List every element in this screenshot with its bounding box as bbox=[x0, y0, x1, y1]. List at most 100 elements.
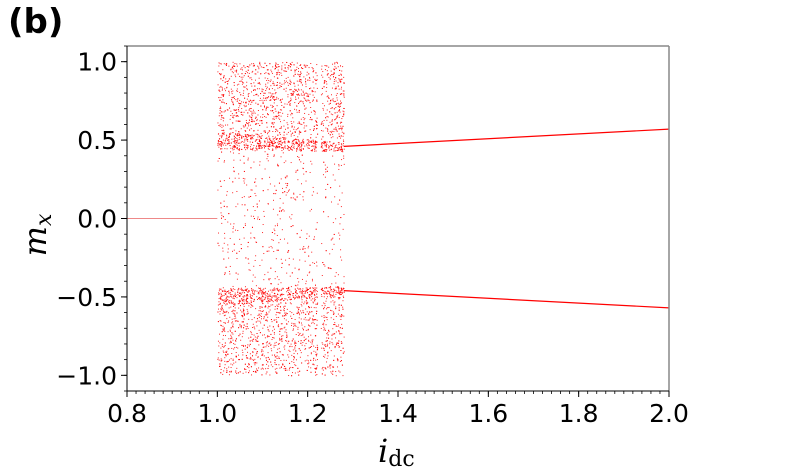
scatter-point bbox=[270, 304, 272, 306]
scatter-point bbox=[298, 321, 300, 323]
scatter-point bbox=[261, 135, 263, 137]
scatter-point bbox=[271, 291, 273, 293]
scatter-point bbox=[251, 339, 253, 341]
scatter-point bbox=[339, 346, 341, 348]
scatter-point bbox=[242, 351, 244, 353]
scatter-point bbox=[236, 367, 238, 369]
scatter-point bbox=[248, 122, 250, 124]
scatter-point bbox=[220, 63, 222, 65]
scatter-point bbox=[341, 70, 343, 72]
scatter-point bbox=[297, 93, 299, 95]
scatter-point bbox=[218, 345, 220, 347]
scatter-point bbox=[325, 300, 327, 302]
scatter-point bbox=[311, 142, 313, 144]
scatter-point bbox=[236, 88, 238, 90]
scatter-point bbox=[245, 290, 247, 292]
scatter-point bbox=[284, 138, 286, 140]
scatter-point bbox=[308, 113, 310, 115]
scatter-point bbox=[284, 315, 286, 317]
scatter-point bbox=[303, 246, 305, 248]
scatter-point bbox=[263, 99, 265, 101]
scatter-point bbox=[291, 113, 293, 115]
scatter-point bbox=[230, 336, 232, 338]
scatter-point bbox=[258, 292, 260, 294]
scatter-point bbox=[242, 330, 244, 332]
scatter-point bbox=[314, 294, 316, 296]
scatter-point bbox=[310, 137, 312, 139]
scatter-point bbox=[295, 170, 297, 172]
scatter-point bbox=[309, 264, 311, 266]
scatter-point bbox=[340, 88, 342, 90]
scatter-point bbox=[271, 106, 273, 108]
scatter-point bbox=[232, 149, 234, 151]
scatter-point bbox=[300, 322, 302, 324]
scatter-point bbox=[331, 119, 333, 121]
x-tick-label: 1.6 bbox=[468, 399, 508, 428]
scatter-point bbox=[238, 134, 240, 136]
scatter-point bbox=[250, 120, 252, 122]
scatter-point bbox=[229, 329, 231, 331]
scatter-point bbox=[259, 332, 261, 334]
scatter-point bbox=[330, 317, 332, 319]
scatter-point bbox=[324, 65, 326, 67]
scatter-point bbox=[323, 296, 325, 298]
scatter-point bbox=[325, 368, 327, 370]
scatter-point bbox=[250, 358, 252, 360]
scatter-point bbox=[237, 134, 239, 136]
scatter-point bbox=[217, 84, 219, 86]
scatter-point bbox=[316, 319, 318, 321]
scatter-point bbox=[321, 315, 323, 317]
scatter-point bbox=[327, 267, 329, 269]
scatter-point bbox=[326, 83, 328, 85]
scatter-point bbox=[265, 109, 267, 111]
scatter-point bbox=[293, 121, 295, 123]
scatter-point bbox=[339, 292, 341, 294]
scatter-point bbox=[299, 74, 301, 76]
scatter-point bbox=[220, 294, 222, 296]
scatter-point bbox=[324, 291, 326, 293]
scatter-point bbox=[222, 338, 224, 340]
scatter-point bbox=[236, 84, 238, 86]
scatter-point bbox=[238, 250, 240, 252]
scatter-point bbox=[301, 344, 303, 346]
scatter-point bbox=[221, 124, 223, 126]
scatter-point bbox=[330, 124, 332, 126]
scatter-point bbox=[229, 371, 231, 373]
scatter-point bbox=[263, 92, 265, 94]
scatter-point bbox=[267, 307, 269, 309]
scatter-point bbox=[324, 145, 326, 147]
scatter-point bbox=[307, 302, 309, 304]
scatter-point bbox=[228, 142, 230, 144]
scatter-point bbox=[336, 111, 338, 113]
scatter-point bbox=[286, 176, 288, 178]
scatter-point bbox=[302, 293, 304, 295]
scatter-point bbox=[287, 299, 289, 301]
scatter-point bbox=[283, 88, 285, 90]
scatter-point bbox=[275, 142, 277, 144]
scatter-point bbox=[326, 345, 328, 347]
scatter-point bbox=[335, 107, 337, 109]
scatter-point bbox=[248, 262, 250, 264]
scatter-point bbox=[308, 147, 310, 149]
scatter-point bbox=[281, 105, 283, 107]
scatter-point bbox=[294, 364, 296, 366]
scatter-point bbox=[314, 299, 316, 301]
scatter-point bbox=[266, 106, 268, 108]
scatter-point bbox=[234, 347, 236, 349]
scatter-point bbox=[292, 293, 294, 295]
scatter-point bbox=[302, 196, 304, 198]
scatter-point bbox=[241, 321, 243, 323]
scatter-point bbox=[295, 290, 297, 292]
scatter-point bbox=[297, 145, 299, 147]
scatter-point bbox=[324, 367, 326, 369]
scatter-point bbox=[268, 365, 270, 367]
scatter-point bbox=[226, 368, 228, 370]
scatter-point bbox=[288, 291, 290, 293]
scatter-point bbox=[294, 297, 296, 299]
scatter-point bbox=[321, 347, 323, 349]
scatter-point bbox=[306, 287, 308, 289]
scatter-point bbox=[297, 328, 299, 330]
scatter-point bbox=[256, 368, 258, 370]
scatter-point bbox=[287, 141, 289, 143]
